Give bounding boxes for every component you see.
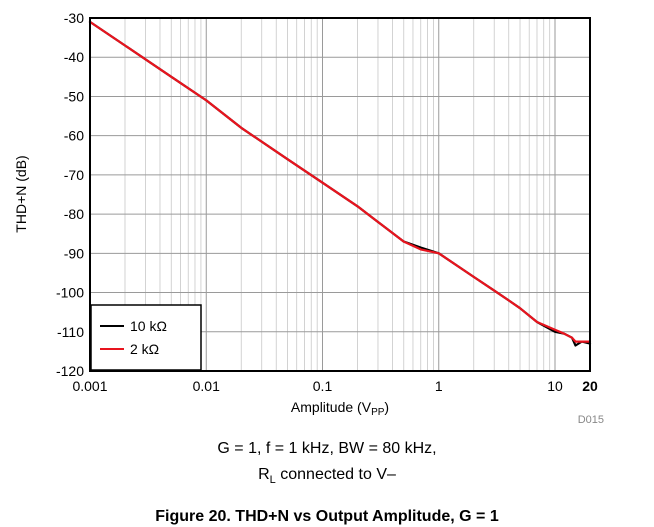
y-tick-label: -80 bbox=[64, 206, 84, 222]
y-tick-label: -120 bbox=[56, 363, 84, 379]
plot-frame bbox=[89, 17, 591, 372]
conditions-rl-sub: L bbox=[269, 474, 276, 487]
y-tick-labels: -30 -40 -50 -60 -70 -80 -90 -100 -110 -120 bbox=[56, 10, 84, 379]
y-tick-label: -60 bbox=[64, 128, 84, 144]
x-tick-label: 1 bbox=[435, 378, 443, 394]
y-tick-label: -110 bbox=[57, 324, 84, 340]
legend-box bbox=[90, 304, 202, 371]
y-axis-title: THD+N (dB) bbox=[13, 155, 29, 232]
figure-caption: Figure 20. THD+N vs Output Amplitude, G … bbox=[155, 508, 499, 525]
grid-minor bbox=[124, 18, 591, 371]
x-tick-label: 0.001 bbox=[72, 378, 107, 394]
y-tick-label: -30 bbox=[64, 10, 84, 26]
x-axis-title-sub: PP bbox=[371, 407, 385, 418]
x-tick-label: 20 bbox=[582, 378, 598, 394]
legend: 10 kΩ 2 kΩ bbox=[90, 304, 202, 371]
x-axis-title-main: Amplitude (V bbox=[291, 399, 372, 415]
x-tick-labels: 0.001 0.01 0.1 1 10 20 bbox=[72, 378, 598, 394]
legend-label-2k: 2 kΩ bbox=[130, 341, 159, 357]
x-tick-label: 0.1 bbox=[313, 378, 333, 394]
conditions-line-1: G = 1, f = 1 kHz, BW = 80 kHz, bbox=[217, 440, 437, 457]
x-tick-label: 0.01 bbox=[193, 378, 220, 394]
thd-chart: 0.001 0.01 0.1 1 10 20 -30-40-50-60-70-80-90-… bbox=[13, 10, 604, 426]
conditions-rl-end: connected to V– bbox=[275, 466, 396, 483]
y-tick-label: -100 bbox=[56, 285, 84, 301]
x-axis-title-end: ) bbox=[384, 399, 389, 415]
figure-id: D015 bbox=[578, 414, 604, 426]
x-tick-label: 10 bbox=[547, 378, 563, 394]
legend-label-10k: 10 kΩ bbox=[130, 318, 167, 334]
series-line-2k bbox=[88, 20, 592, 343]
y-tick-label: -90 bbox=[64, 245, 84, 261]
conditions-rl-main: R bbox=[258, 466, 270, 483]
y-tick-label: -70 bbox=[64, 167, 84, 183]
conditions-line-2: RL connected to V– bbox=[0, 465, 654, 490]
y-tick-label: -50 bbox=[64, 88, 84, 104]
x-axis-title: Amplitude (VPP) bbox=[291, 399, 389, 418]
y-tick-label: -40 bbox=[64, 49, 84, 65]
series-layer bbox=[88, 20, 592, 347]
